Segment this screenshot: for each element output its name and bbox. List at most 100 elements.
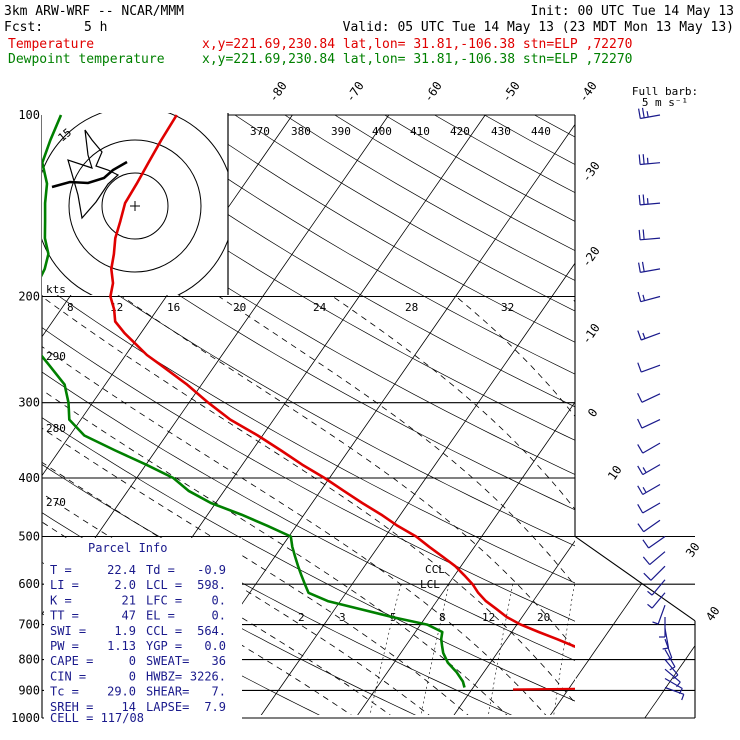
forecast-label: Fcst: — [4, 20, 43, 35]
parcel-row-cell: SHEAR= — [146, 685, 189, 699]
isotherm-line — [645, 115, 740, 718]
dewpoint-legend-label: Dewpoint temperature — [8, 52, 165, 67]
isotherm-line — [260, 262, 575, 715]
moist-adiabat — [42, 389, 508, 715]
mixing-ratio-line — [690, 584, 703, 718]
wind-barb — [638, 229, 661, 241]
isotherm-label: 30 — [683, 540, 703, 560]
parcel-row-cell: 598. — [197, 578, 226, 592]
parcel-row-cell: TT = — [50, 609, 79, 623]
wind-barb — [642, 536, 666, 549]
parcel-info-panel: Parcel Info T = 22.4 Td = -0.9 LI = 2.0 LCL = 5… — [44, 538, 242, 725]
theta-label: 270 — [46, 496, 66, 509]
parcel-row-cell: 22.4 — [107, 563, 136, 577]
parcel-row-cell: CAPE = — [50, 654, 93, 668]
isotherm-line — [42, 114, 293, 477]
moist-adiabat — [218, 296, 575, 587]
pressure-label-600: 600 — [18, 577, 40, 591]
isotherm-label: -10 — [579, 321, 603, 347]
dry-adiabat — [434, 114, 575, 194]
init-time: Init: 00 UTC Tue 14 May 13 — [531, 4, 735, 19]
theta-label: 380 — [291, 125, 311, 138]
mixing-ratio-label: 28 — [405, 301, 418, 314]
parcel-row-cell: Tc = — [50, 685, 79, 699]
mixing-ratio-line — [488, 584, 514, 715]
dry-adiabat — [42, 371, 575, 661]
theta-label: 430 — [491, 125, 511, 138]
parcel-row-cell: 0 — [129, 654, 136, 668]
parcel-row-cell: PW = — [50, 639, 79, 653]
mixing-ratio-label: 20 — [537, 611, 550, 624]
pressure-label-800: 800 — [18, 653, 40, 667]
forecast-hours: 5 h — [84, 20, 107, 35]
theta-label: 370 — [250, 125, 270, 138]
isotherm-line — [549, 679, 575, 715]
theta-label: 440 — [531, 125, 551, 138]
isotherm-label: -70 — [343, 79, 367, 105]
mixing-ratio-line — [553, 584, 575, 715]
dry-adiabat — [484, 114, 575, 165]
moist-adiabat — [332, 296, 575, 510]
wind-barb — [637, 418, 661, 429]
parcel-row-cell: HWBZ= — [146, 669, 182, 683]
parcel-row-cell: 14 — [122, 700, 136, 714]
moist-adiabat — [570, 296, 575, 303]
dewpoint-legend-info: x,y=221.69,230.84 lat,lon= 31.81,-106.38… — [202, 52, 632, 67]
profiles — [42, 114, 575, 691]
isotherm-label: 40 — [703, 604, 723, 624]
dry-adiabat — [42, 417, 575, 702]
dry-adiabat — [134, 114, 575, 375]
mixing-ratio-label: 3 — [339, 611, 346, 624]
wind-barb — [659, 617, 666, 638]
theta-label: 400 — [372, 125, 392, 138]
model-title: 3km ARW-WRF -- NCAR/MMM — [4, 4, 184, 19]
parcel-row-cell: 3226. — [190, 669, 226, 683]
isotherm-line — [357, 401, 575, 715]
wind-barb — [664, 686, 685, 701]
parcel-row-cell: 21 — [122, 593, 136, 607]
wind-barb — [637, 330, 661, 341]
parcel-row-cell: 1.9 — [114, 624, 136, 638]
moist-adiabat — [455, 296, 575, 417]
parcel-row-cell: 2.0 — [114, 578, 136, 592]
wind-barb — [637, 362, 661, 373]
parcel-row-cell: 1.13 — [107, 639, 136, 653]
moist-adiabat — [42, 296, 575, 704]
parcel-row-cell: CIN = — [50, 669, 86, 683]
mixing-ratio-label: 8 — [439, 611, 446, 624]
isotherm-label: -20 — [579, 244, 603, 270]
mixing-ratio-label: 20 — [233, 301, 246, 314]
theta-label: 280 — [46, 422, 66, 435]
moist-adiabat — [42, 427, 469, 715]
dewpoint-profile — [42, 114, 466, 688]
parcel-info-title: Parcel Info — [88, 541, 167, 555]
isotherm-extension-lines — [575, 583, 696, 719]
mixing-ratio-label: 32 — [501, 301, 514, 314]
parcel-row-cell: 0. — [212, 609, 226, 623]
hodograph-thick-trace — [51, 160, 128, 189]
mixing-ratio-label: 12 — [482, 611, 495, 624]
wind-barb — [643, 565, 666, 581]
pressure-label-300: 300 — [18, 396, 40, 410]
isotherm-line — [0, 115, 3, 718]
isotherm-line — [644, 645, 696, 719]
parcel-row-cell: 0 — [129, 669, 136, 683]
parcel-row-cell: LFC = — [146, 593, 182, 607]
parcel-row-cell: EL = — [146, 609, 175, 623]
dry-adiabat — [84, 114, 575, 408]
isobar-lines — [41, 114, 696, 719]
wind-barb — [637, 502, 661, 514]
ccl-marker: CCL — [425, 563, 445, 576]
wind-barb — [652, 604, 666, 625]
isotherm-label: -80 — [266, 79, 290, 105]
parcel-row-cell: LI = — [50, 578, 79, 592]
parcel-row-cell: 29.0 — [107, 685, 136, 699]
pressure-label-200: 200 — [18, 290, 40, 304]
theta-label: 410 — [410, 125, 430, 138]
dry-adiabat — [42, 241, 575, 547]
parcel-row-cell: 47 — [122, 609, 136, 623]
valid-time: Valid: 05 UTC Tue 14 May 13 (23 MDT Mon … — [343, 20, 734, 35]
parcel-row-cell: 564. — [197, 624, 226, 638]
parcel-row-cell: 0. — [212, 593, 226, 607]
barb-legend-value: 5 m s⁻¹ — [642, 96, 688, 109]
